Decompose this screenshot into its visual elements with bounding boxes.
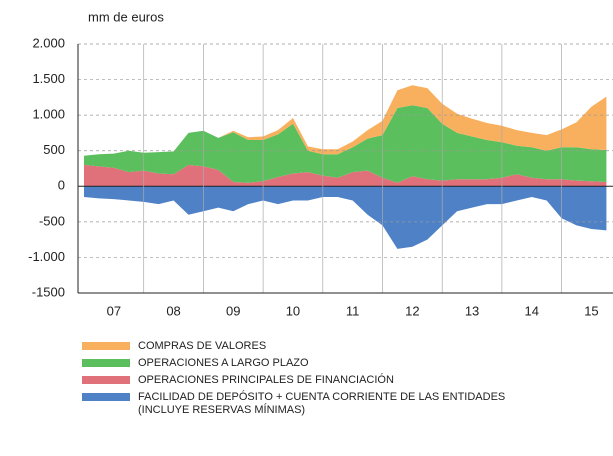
- x-tick-label: 11: [346, 303, 360, 318]
- area: [84, 105, 607, 183]
- y-unit: mm de euros: [88, 9, 164, 24]
- x-tick-label: 10: [286, 303, 300, 318]
- y-tick-label: -1.000: [28, 249, 65, 264]
- plot-areas: [84, 85, 607, 249]
- legend-swatch: [82, 376, 130, 384]
- x-tick-label: 14: [525, 303, 539, 318]
- legend-item: COMPRAS DE VALORES: [82, 340, 582, 353]
- y-tick-label: 500: [43, 142, 65, 157]
- legend-label: COMPRAS DE VALORES: [138, 340, 267, 352]
- y-tick-label: -1500: [32, 284, 65, 299]
- x-tick-label: 09: [226, 303, 240, 318]
- legend-label: OPERACIONES A LARGO PLAZO: [138, 357, 309, 369]
- y-tick-label: 0: [58, 178, 65, 193]
- legend-swatch: [82, 359, 130, 367]
- x-tick-label: 08: [166, 303, 180, 318]
- area: [84, 164, 607, 187]
- y-tick-label: 1.500: [32, 71, 65, 86]
- legend-swatch: [82, 393, 130, 401]
- x-tick-label: 13: [465, 303, 479, 318]
- legend-swatch: [82, 342, 130, 350]
- x-tick-label: 07: [107, 303, 121, 318]
- legend-item: FACILIDAD DE DEPÓSITO + CUENTA CORRIENTE…: [82, 391, 582, 417]
- y-tick-label: 1.000: [32, 107, 65, 122]
- y-tick-label: 2.000: [32, 35, 65, 50]
- x-tick-label: 12: [405, 303, 419, 318]
- legend-label: FACILIDAD DE DEPÓSITO + CUENTA CORRIENTE…: [138, 391, 506, 416]
- legend-item: OPERACIONES PRINCIPALES DE FINANCIACIÓN: [82, 374, 582, 387]
- x-tick-label: 15: [584, 303, 598, 318]
- legend-label: OPERACIONES PRINCIPALES DE FINANCIACIÓN: [138, 374, 394, 386]
- legend: COMPRAS DE VALORES OPERACIONES A LARGO PL…: [82, 340, 582, 421]
- legend-item: OPERACIONES A LARGO PLAZO: [82, 357, 582, 370]
- chart: mm de euros -1500 -1.000 -500 0 500 1.000 1.50…: [28, 9, 613, 318]
- area: [84, 186, 607, 249]
- y-tick-label: -500: [39, 213, 65, 228]
- area: [84, 85, 607, 156]
